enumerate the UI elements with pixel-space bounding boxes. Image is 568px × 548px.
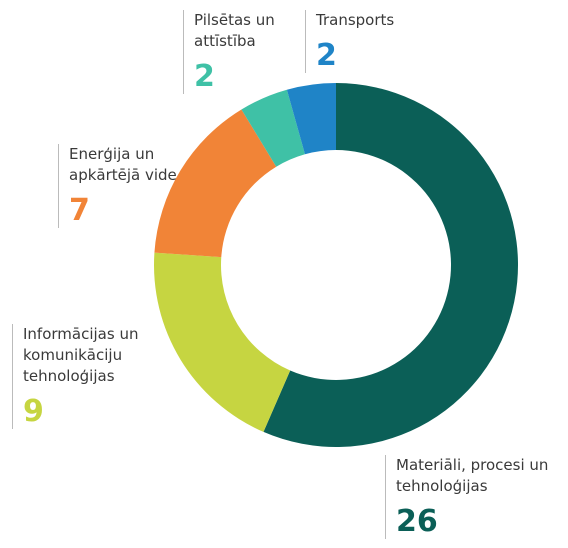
slice-label: Pilsētas un attīstība 2 xyxy=(183,10,304,94)
value-label: 26 xyxy=(396,504,438,539)
slice xyxy=(286,83,336,155)
slice-label: Materiāli, procesi un tehnoloģijas 26 xyxy=(385,455,568,539)
value-label: 9 xyxy=(23,394,44,429)
slice xyxy=(154,109,277,258)
category-label: Enerģija un apkārtējā vide xyxy=(69,145,177,184)
category-label: Materiāli, procesi un tehnoloģijas xyxy=(396,456,549,495)
value-label: 7 xyxy=(69,193,90,228)
value-label: 2 xyxy=(316,38,337,73)
slice xyxy=(263,83,518,448)
value-label: 2 xyxy=(194,59,215,94)
category-label: Transports xyxy=(316,11,395,29)
slice-label: Transports 2 xyxy=(305,10,416,73)
slice-label: Informācijas un komunikāciju tehnoloģija… xyxy=(12,324,173,429)
slice xyxy=(241,89,305,167)
category-label: Pilsētas un attīstība xyxy=(194,11,275,50)
category-label: Informācijas un komunikāciju tehnoloģija… xyxy=(23,325,139,385)
slice-label: Enerģija un apkārtējā vide 7 xyxy=(58,144,179,228)
slice xyxy=(153,252,291,432)
